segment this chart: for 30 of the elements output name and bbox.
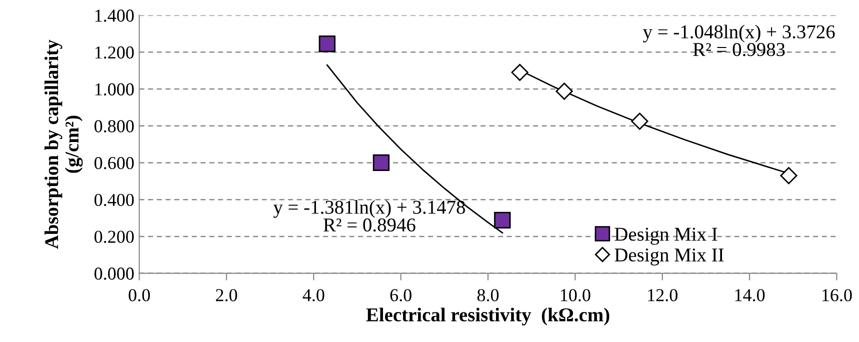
y-tick-label: 1.400 (95, 10, 134, 22)
y-tick-label: 0.000 (94, 268, 134, 280)
point (631, 112, 648, 130)
y-tick-label: 0.200 (94, 230, 134, 243)
y-tick-label: 1.000 (95, 83, 134, 96)
x-tick-label: 0.0 (128, 289, 150, 302)
point (780, 167, 798, 184)
x-tick-label: 2.0 (216, 289, 238, 302)
annotation: y = -1.381ln(x) + 3.1478 R² = 0.8946 (273, 200, 465, 232)
y-tick-label: 0.400 (94, 194, 134, 206)
point (556, 82, 573, 100)
legend-label: Design Mix I (614, 228, 718, 245)
x-tick-label: 16.0 (822, 289, 852, 302)
x-axis-title: Electrical resistivity (kΩ.cm) (366, 308, 610, 326)
x-tick-label: 8.0 (477, 289, 499, 302)
x-tick-label: 14.0 (735, 289, 765, 302)
y-tick-label: 1.200 (95, 46, 134, 59)
y-axis-title: Absorption by capillarity (g/cm²) (44, 40, 83, 249)
point (511, 64, 528, 81)
annotation: y = -1.048ln(x) + 3.3726 R² = 0.9983 (643, 24, 835, 56)
legend-label: Design Mix II (614, 248, 724, 266)
point (318, 36, 336, 52)
x-tick-label: 4.0 (302, 289, 324, 302)
x-tick-label: 12.0 (648, 289, 678, 302)
y-tick-label: 0.800 (94, 120, 134, 132)
point (372, 154, 390, 172)
y-tick-label: 0.600 (94, 156, 134, 170)
x-tick-label: 6.0 (390, 289, 412, 302)
x-tick-label: 10.0 (560, 289, 590, 302)
point (494, 212, 511, 229)
